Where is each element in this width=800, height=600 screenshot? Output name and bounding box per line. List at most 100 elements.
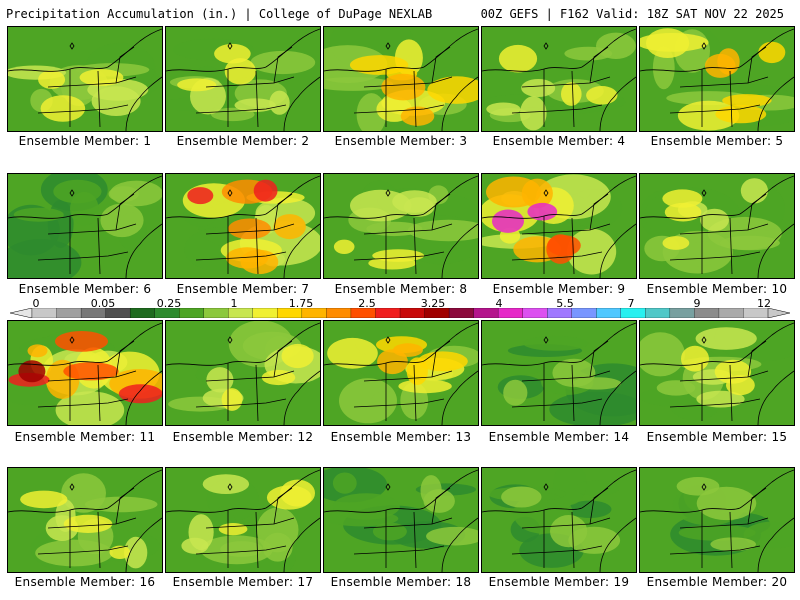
state-boundary [739,175,794,215]
state-boundary [589,487,609,525]
state-boundary [413,217,417,275]
colorbar-tick-label: 0.25 [156,297,182,310]
state-boundary [441,517,478,572]
precip-contour [368,256,417,270]
state-boundary [669,398,761,408]
precip-contour [564,46,613,61]
state-boundary [107,175,162,215]
precip-contour [63,362,119,381]
precip-contour [426,526,478,546]
colorbar-tick-label: 1 [230,297,238,310]
colorbar-tick-label: 2.5 [358,297,376,310]
precip-contour [124,536,148,569]
precip-contour [221,388,243,411]
state-boundary [423,322,478,362]
state-boundary [571,70,575,128]
station-marker [227,42,233,50]
colorbar-tick-label: 7 [627,297,635,310]
precip-contour [325,510,399,527]
state-boundary [273,193,293,231]
precip-contour [498,44,538,73]
state-boundary [669,104,761,114]
state-boundary [431,340,451,378]
state-boundary [511,251,603,261]
state-boundary [521,223,611,235]
colorbar-tick-label: 3.25 [420,297,446,310]
station-marker [69,336,75,344]
state-boundary [679,76,769,88]
state-boundary [47,223,137,235]
precip-contour [400,106,435,126]
precip-contour [664,202,702,222]
state-boundary [521,517,611,529]
state-boundary [413,511,417,569]
state-boundary [757,223,794,278]
precip-contour [281,343,314,369]
precip-contour [339,378,397,424]
precip-contour [211,107,255,122]
state-boundary [97,364,101,422]
state-boundary [107,28,162,68]
precip-contour [100,203,144,238]
member-caption: Ensemble Member: 4 [492,134,626,148]
station-marker [227,336,233,344]
precip-contour [55,391,125,425]
colorbar-tick-label: 1.75 [288,297,314,310]
colorbar-swatch [522,308,548,318]
state-boundary [521,76,611,88]
precip-contour [717,48,740,75]
precip-contour [501,486,542,508]
station-marker [701,483,707,491]
state-boundary [265,469,320,509]
state-boundary [441,76,478,131]
precip-contour [678,524,756,541]
precip-contour [520,96,547,131]
state-boundary [423,175,478,215]
colorbar-swatch [375,308,401,318]
precip-contour [523,335,589,351]
precip-contour [40,95,86,122]
state-boundary [37,104,129,114]
state-boundary [195,251,287,261]
precip-contour [218,523,248,536]
state-boundary [363,223,453,235]
ensemble-member-map [165,467,321,573]
state-boundary [423,469,478,509]
state-boundary [125,76,162,131]
precip-contour [546,234,575,264]
state-boundary [747,487,767,525]
ensemble-member-map [481,467,637,573]
colorbar-swatch [179,308,205,318]
precip-contour [224,58,256,85]
precip-contour [63,514,113,533]
state-boundary [599,76,636,131]
member-caption: Ensemble Member: 17 [172,575,314,589]
colorbar-tick-label: 4 [495,297,503,310]
precip-contour [250,50,316,75]
state-boundary [581,469,636,509]
precip-contour [202,474,250,494]
state-boundary [441,223,478,278]
precip-colorbar [10,308,790,318]
station-marker [385,42,391,50]
state-boundary [265,175,320,215]
member-caption: Ensemble Member: 18 [330,575,472,589]
precip-contour [381,73,426,101]
colorbar-swatch [129,308,156,318]
colorbar-tick-label: 9 [693,297,701,310]
state-boundary [589,340,609,378]
ensemble-member-map [7,467,163,573]
colorbar-tick-label: 0 [32,297,40,310]
state-boundary [115,193,135,231]
state-boundary [195,545,287,555]
ensemble-member-map [323,26,479,132]
precip-contour [700,208,729,232]
precip-contour [521,79,556,97]
precip-contour [227,361,259,391]
member-caption: Ensemble Member: 14 [488,430,630,444]
state-boundary [265,28,320,68]
precip-contour [261,369,296,386]
precip-contour [273,214,306,240]
precip-contour [568,500,612,518]
precip-contour [228,218,271,240]
